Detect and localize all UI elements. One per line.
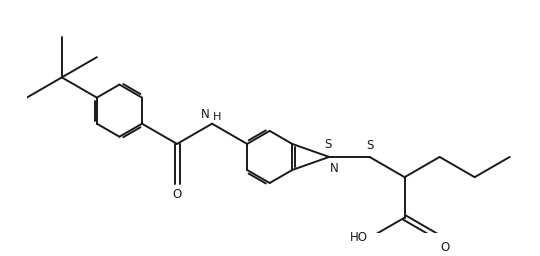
Text: S: S	[324, 138, 331, 151]
Text: N: N	[329, 162, 338, 175]
Text: S: S	[366, 138, 373, 152]
Text: O: O	[441, 241, 450, 254]
Text: N: N	[201, 108, 210, 121]
Text: HO: HO	[350, 231, 368, 244]
Text: O: O	[172, 188, 181, 201]
Text: H: H	[213, 112, 221, 122]
